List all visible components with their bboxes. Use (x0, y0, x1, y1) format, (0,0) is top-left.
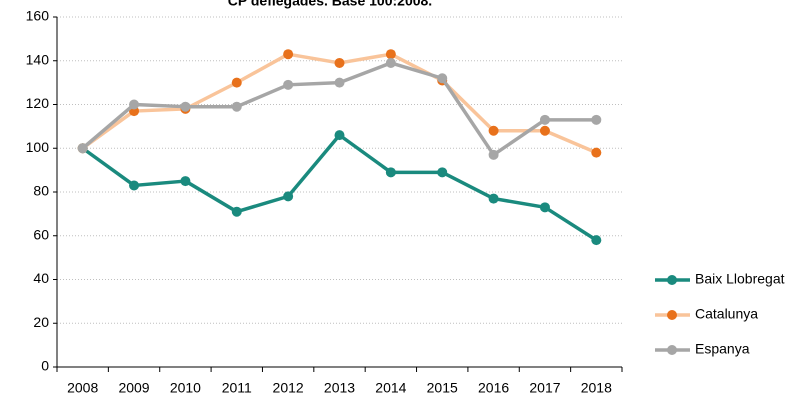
y-tick-label: 120 (26, 95, 50, 111)
y-tick-label: 40 (33, 270, 49, 286)
series-marker (180, 176, 191, 187)
x-tick-label: 2015 (427, 380, 458, 396)
series-marker (283, 49, 294, 60)
series-marker (539, 114, 550, 125)
series-marker (334, 57, 345, 68)
series-marker (283, 191, 294, 202)
legend-marker (667, 275, 677, 285)
y-tick-label: 100 (26, 139, 50, 155)
series-line (81, 133, 598, 242)
series-marker (385, 167, 396, 178)
series-marker (231, 206, 242, 217)
series-marker (231, 101, 242, 112)
series-marker (591, 235, 602, 246)
x-tick-label: 2018 (581, 380, 612, 396)
series-marker (231, 77, 242, 88)
x-tick-label: 2009 (118, 380, 149, 396)
series-marker (129, 99, 140, 110)
legend-label: Espanya (695, 341, 750, 357)
series-marker (437, 73, 448, 84)
series-marker (488, 149, 499, 160)
series-marker (77, 143, 88, 154)
series-marker (437, 167, 448, 178)
y-tick-label: 160 (26, 8, 50, 24)
series-marker (591, 147, 602, 158)
x-tick-label: 2017 (529, 380, 560, 396)
series-marker (385, 49, 396, 60)
y-tick-label: 0 (41, 358, 49, 374)
series-marker (129, 180, 140, 191)
series-marker (283, 79, 294, 90)
series-marker (488, 125, 499, 136)
legend-marker (667, 345, 677, 355)
series-marker (488, 193, 499, 204)
series-marker (334, 130, 345, 141)
legend-label: Catalunya (695, 306, 758, 322)
series-marker (385, 57, 396, 68)
y-tick-label: 80 (33, 183, 49, 199)
series-marker (180, 101, 191, 112)
series-marker (539, 202, 550, 213)
series-marker (334, 77, 345, 88)
x-tick-label: 2008 (67, 380, 98, 396)
series-marker (539, 125, 550, 136)
legend-marker (667, 310, 677, 320)
chart-title: CP deflegades. Base 100:2008. (228, 0, 432, 9)
x-tick-label: 2014 (375, 380, 406, 396)
y-tick-label: 60 (33, 226, 49, 242)
y-tick-label: 20 (33, 314, 49, 330)
legend-label: Baix Llobregat (695, 271, 785, 287)
x-tick-label: 2011 (222, 380, 252, 396)
x-tick-label: 2012 (273, 380, 304, 396)
x-tick-label: 2010 (170, 380, 201, 396)
series-marker (591, 114, 602, 125)
y-tick-label: 140 (26, 51, 50, 67)
x-tick-label: 2016 (478, 380, 509, 396)
x-tick-label: 2013 (324, 380, 355, 396)
